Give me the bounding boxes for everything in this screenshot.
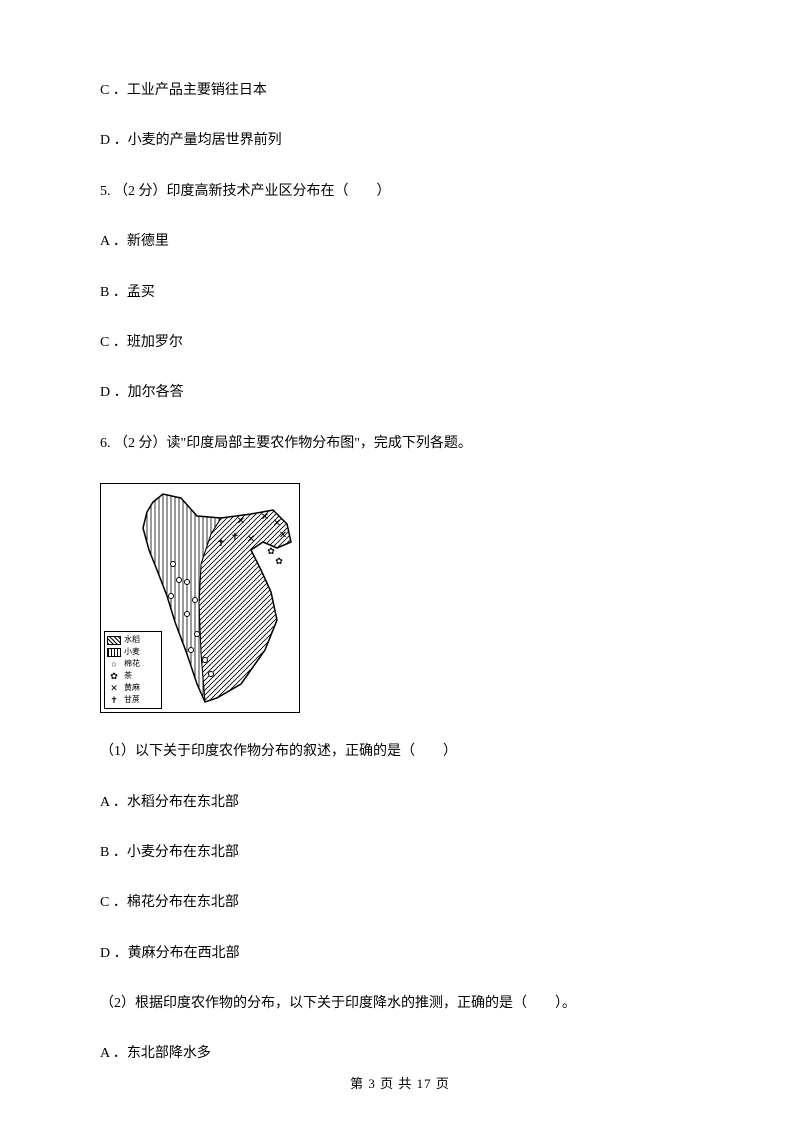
svg-text:✕: ✕	[237, 516, 245, 527]
legend-jute: ✕ 黄麻	[107, 682, 159, 694]
legend-wheat: 小麦	[107, 646, 159, 658]
legend-cane-label: 甘蔗	[124, 694, 140, 706]
svg-text:✝: ✝	[217, 538, 225, 549]
q6-sub1: （1）以下关于印度农作物分布的叙述，正确的是（ ）	[100, 741, 700, 763]
svg-text:✿: ✿	[267, 546, 275, 556]
option-d: D ．小麦的产量均居世界前列	[100, 130, 700, 152]
question-6: 6. （2 分）读"印度局部主要农作物分布图"，完成下列各题。	[100, 433, 700, 455]
q6-1-option-a: A ．水稻分布在东北部	[100, 792, 700, 814]
map-legend: 水稻 小麦 ○ 棉花 ✿ 茶 ✕ 黄麻 ✝ 甘蔗	[104, 631, 162, 709]
india-crops-map-figure: ✕✕✕✕✕ ✿✿ ✝✝ 水稻 小麦 ○ 棉花 ✿ 茶 ✕ 黄麻 ✝ 甘蔗	[100, 483, 300, 713]
legend-cotton-label: 棉花	[124, 658, 140, 670]
q6-1-option-d: D ．黄麻分布在西北部	[100, 943, 700, 965]
page-footer: 第 3 页 共 17 页	[0, 1073, 800, 1092]
legend-cotton: ○ 棉花	[107, 658, 159, 670]
question-5: 5. （2 分）印度高新技术产业区分布在（ ）	[100, 181, 700, 203]
q6-2-option-a: A ．东北部降水多	[100, 1043, 700, 1065]
svg-text:✕: ✕	[279, 530, 287, 541]
q5-option-d: D ．加尔各答	[100, 382, 700, 404]
q5-option-b: B ．孟买	[100, 282, 700, 304]
q5-option-c: C ．班加罗尔	[100, 332, 700, 354]
svg-text:✕: ✕	[273, 518, 281, 529]
legend-tea-label: 茶	[124, 670, 132, 682]
legend-cane: ✝ 甘蔗	[107, 694, 159, 706]
legend-rice-label: 水稻	[124, 634, 140, 646]
svg-text:✝: ✝	[231, 532, 239, 543]
svg-text:✕: ✕	[247, 534, 255, 545]
q5-option-a: A ．新德里	[100, 231, 700, 253]
legend-tea: ✿ 茶	[107, 670, 159, 682]
q6-sub2: （2）根据印度农作物的分布，以下关于印度降水的推测，正确的是（ ）。	[100, 993, 700, 1015]
legend-rice: 水稻	[107, 634, 159, 646]
svg-text:✕: ✕	[261, 512, 269, 523]
svg-text:✿: ✿	[275, 556, 283, 566]
option-c: C ．工业产品主要销往日本	[100, 80, 700, 102]
q6-1-option-c: C ．棉花分布在东北部	[100, 892, 700, 914]
legend-wheat-label: 小麦	[124, 646, 140, 658]
legend-jute-label: 黄麻	[124, 682, 140, 694]
q6-1-option-b: B ．小麦分布在东北部	[100, 842, 700, 864]
